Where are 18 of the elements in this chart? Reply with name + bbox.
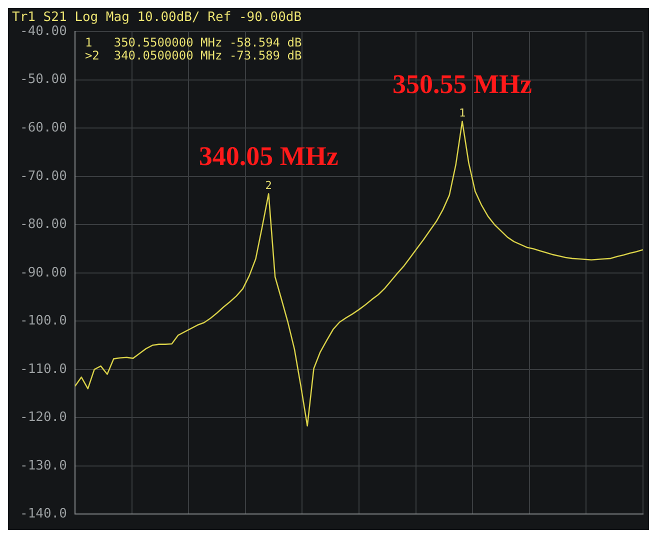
annotation: >2 340.0500000 MHz -73.589 dB <box>84 48 302 63</box>
y-tick-label: -120.0 <box>20 410 67 426</box>
annotation: 340.05 MHz <box>198 141 338 172</box>
y-tick-label: -70.00 <box>20 168 67 184</box>
chart-title: Tr1 S21 Log Mag 10.00dB/ Ref -90.00dB <box>12 10 302 26</box>
y-tick-label: -40.00 <box>20 24 67 39</box>
y-tick-label: -90.00 <box>20 265 67 280</box>
y-tick-label: -110.0 <box>20 362 67 377</box>
y-tick-label: -50.00 <box>20 72 67 88</box>
y-tick-label: -60.00 <box>20 120 67 136</box>
annotation: 350.55 MHz <box>392 68 532 99</box>
y-tick-label: -140.0 <box>20 506 67 522</box>
annotation: 2 <box>265 179 272 192</box>
annotation: 1 <box>458 106 466 120</box>
y-tick-label: -130.0 <box>20 458 67 474</box>
annotation: 1 350.5500000 MHz -58.594 dB <box>84 36 302 50</box>
y-tick-label: -80.00 <box>20 217 67 232</box>
y-tick-label: -100.0 <box>20 314 67 329</box>
